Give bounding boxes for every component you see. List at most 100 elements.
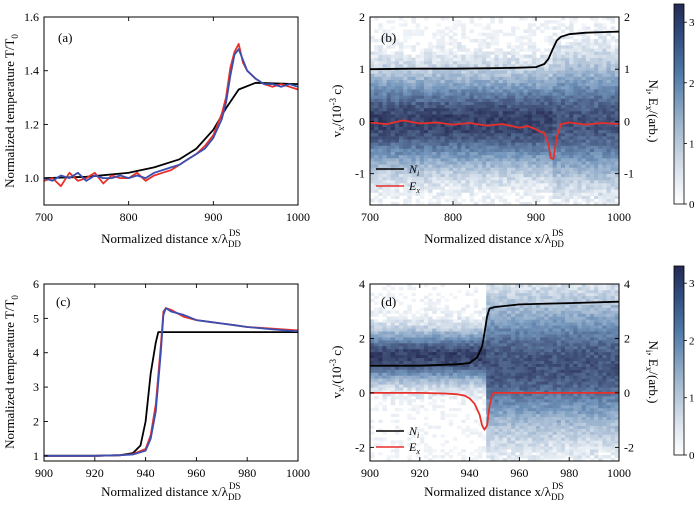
heatmap-cell <box>403 334 408 338</box>
heatmap-cell <box>469 375 475 379</box>
heatmap-cell <box>370 132 375 137</box>
heatmap-cell <box>453 111 458 115</box>
heatmap-cell <box>594 89 599 93</box>
heatmap-cell <box>407 95 412 99</box>
heatmap-cell <box>614 98 619 102</box>
heatmap-cell <box>506 98 512 102</box>
heatmap-cell <box>382 407 387 412</box>
heatmap-cell <box>419 331 425 335</box>
heatmap-cell <box>482 375 487 379</box>
heatmap-cell <box>465 139 470 143</box>
heatmap-cell <box>378 95 383 99</box>
heatmap-cell <box>606 76 611 80</box>
heatmap-cell <box>390 95 396 99</box>
heatmap-cell <box>606 101 611 106</box>
heatmap-cell <box>523 334 528 338</box>
heatmap-cell <box>465 390 470 394</box>
heatmap-cell <box>440 345 445 350</box>
heatmap-cell <box>527 183 533 187</box>
heatmap-cell <box>502 179 508 184</box>
heatmap-cell <box>394 98 400 102</box>
heatmap-cell <box>589 85 595 90</box>
heatmap-cell <box>407 366 412 370</box>
heatmap-cell <box>506 95 512 99</box>
heatmap-cell <box>515 340 520 344</box>
heatmap-cell <box>519 154 524 159</box>
heatmap-cell <box>502 334 508 338</box>
heatmap-cell <box>461 35 466 40</box>
heatmap-cell <box>403 139 408 143</box>
heatmap-cell <box>465 101 470 106</box>
heatmap-cell <box>432 319 437 323</box>
heatmap-cell <box>374 95 379 99</box>
heatmap-cell <box>394 60 400 65</box>
heatmap-cell <box>602 126 607 131</box>
heatmap-cell <box>531 340 537 344</box>
heatmap-cell <box>573 67 578 71</box>
heatmap-cell <box>602 132 607 137</box>
heatmap-cell <box>506 295 512 300</box>
y-tick-label: 1 <box>33 449 39 463</box>
heatmap-cell <box>519 161 524 165</box>
heatmap-cell <box>515 79 520 84</box>
heatmap-cell <box>515 192 520 196</box>
heatmap-cell <box>428 92 433 96</box>
heatmap-cell <box>419 76 425 80</box>
heatmap-cell <box>498 20 504 24</box>
heatmap-cell <box>565 195 570 200</box>
heatmap-cell <box>486 316 491 320</box>
heatmap-cell <box>370 437 375 441</box>
heatmap-cell <box>556 45 562 49</box>
heatmap-cell <box>556 51 562 55</box>
heatmap-cell <box>411 369 416 373</box>
heatmap-cell <box>394 372 400 376</box>
heatmap-cell <box>494 117 499 121</box>
heatmap-cell <box>527 154 533 159</box>
heatmap-cell <box>453 79 458 84</box>
heatmap-cell <box>461 154 466 159</box>
heatmap-cell <box>465 345 470 350</box>
heatmap-cell <box>569 132 574 137</box>
heatmap-cell <box>573 104 578 109</box>
heatmap-cell <box>498 419 504 423</box>
heatmap-cell <box>448 378 454 382</box>
heatmap-cell <box>482 139 487 143</box>
heatmap-cell <box>490 354 495 359</box>
heatmap-cell <box>378 292 383 297</box>
heatmap-cell <box>502 79 508 84</box>
heatmap-cell <box>614 104 619 109</box>
heatmap-cell <box>569 70 574 74</box>
heatmap-cell <box>423 183 429 187</box>
heatmap-cell <box>428 142 433 146</box>
heatmap-cell <box>386 316 392 320</box>
heatmap-cell <box>602 179 607 184</box>
heatmap-cell <box>394 158 400 162</box>
heatmap-cell <box>403 189 408 193</box>
heatmap-cell <box>469 334 475 338</box>
heatmap-cell <box>453 107 458 112</box>
heatmap-cell <box>502 98 508 102</box>
heatmap-cell <box>544 145 549 149</box>
heatmap-cell <box>473 92 479 96</box>
heatmap-cell <box>565 142 570 146</box>
heatmap-cell <box>423 51 429 55</box>
heatmap-cell <box>560 111 566 115</box>
heatmap-cell <box>432 366 437 370</box>
heatmap-cell <box>444 354 450 359</box>
heatmap-cell <box>536 145 541 149</box>
heatmap-cell <box>486 126 491 131</box>
heatmap-cell <box>565 189 570 193</box>
x-tick-label: 900 <box>527 210 545 224</box>
heatmap-cell <box>498 372 504 376</box>
heatmap-cell <box>527 354 533 359</box>
heatmap-cell <box>519 132 524 137</box>
heatmap-cell <box>527 132 533 137</box>
heatmap-cell <box>494 73 499 77</box>
heatmap-cell <box>523 158 528 162</box>
heatmap-cell <box>585 67 591 71</box>
heatmap-cell <box>494 360 499 364</box>
heatmap-cell <box>411 170 416 174</box>
colorbar-tick-label: 0 <box>689 199 695 211</box>
heatmap-cell <box>594 64 599 68</box>
heatmap-cell <box>440 107 445 112</box>
